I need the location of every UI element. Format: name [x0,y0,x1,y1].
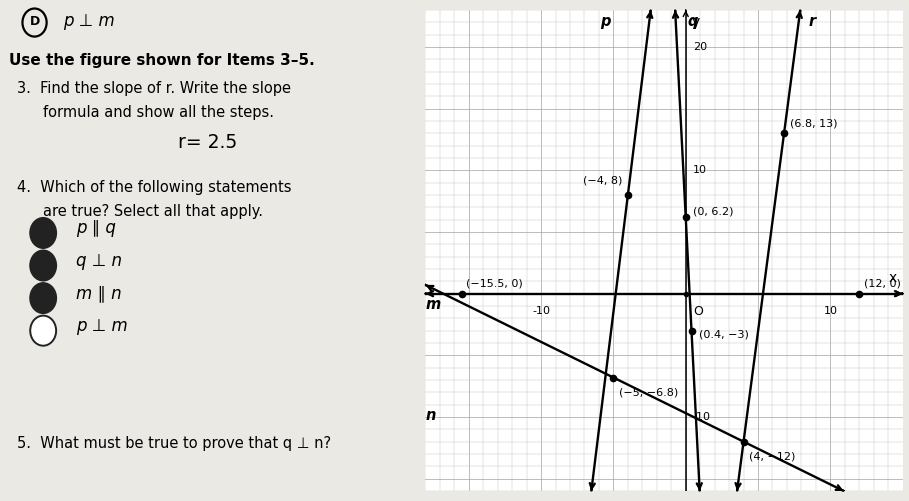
Text: 20: 20 [693,42,707,52]
Text: (−15.5, 0): (−15.5, 0) [466,279,523,289]
Text: p ∥ q: p ∥ q [75,219,115,237]
Text: y: y [692,15,700,29]
Text: q: q [688,14,698,29]
Text: -10: -10 [693,412,711,422]
Text: 3.  Find the slope of r. Write the slope: 3. Find the slope of r. Write the slope [17,81,291,96]
Text: n: n [425,408,435,423]
Text: x: x [889,271,897,285]
Text: p ⊥ m: p ⊥ m [75,317,127,335]
Text: q ⊥ n: q ⊥ n [75,252,122,270]
Text: 10: 10 [824,306,837,316]
Text: -10: -10 [532,306,550,316]
Circle shape [30,250,56,281]
Text: (−4, 8): (−4, 8) [583,175,622,185]
Text: m ∥ n: m ∥ n [75,284,121,302]
Text: p ⊥ m: p ⊥ m [63,12,115,30]
Text: m: m [425,297,441,312]
Text: B: B [39,258,47,271]
Text: r= 2.5: r= 2.5 [177,133,237,152]
Text: Use the figure shown for Items 3–5.: Use the figure shown for Items 3–5. [9,53,315,68]
Text: 5.  What must be true to prove that q ⊥ n?: 5. What must be true to prove that q ⊥ n… [17,436,332,451]
Text: are true? Select all that apply.: are true? Select all that apply. [44,204,264,219]
Text: r: r [809,14,816,29]
Text: p: p [600,14,611,29]
Text: D: D [38,323,48,336]
Text: (−5, −6.8): (−5, −6.8) [619,387,678,397]
Text: A: A [38,225,48,238]
Text: 10: 10 [693,165,707,175]
Circle shape [30,316,56,346]
Circle shape [30,218,56,248]
Text: D: D [29,15,40,28]
Text: C: C [39,291,47,304]
Text: O: O [693,305,703,318]
Text: (0.4, −3): (0.4, −3) [699,329,749,339]
Text: (6.8, 13): (6.8, 13) [790,118,837,128]
Text: formula and show all the steps.: formula and show all the steps. [44,105,275,120]
Text: (4, −12): (4, −12) [749,451,795,461]
Text: (0, 6.2): (0, 6.2) [693,206,734,216]
Circle shape [30,283,56,313]
Text: (12, 0): (12, 0) [864,279,901,289]
Text: 4.  Which of the following statements: 4. Which of the following statements [17,180,292,195]
